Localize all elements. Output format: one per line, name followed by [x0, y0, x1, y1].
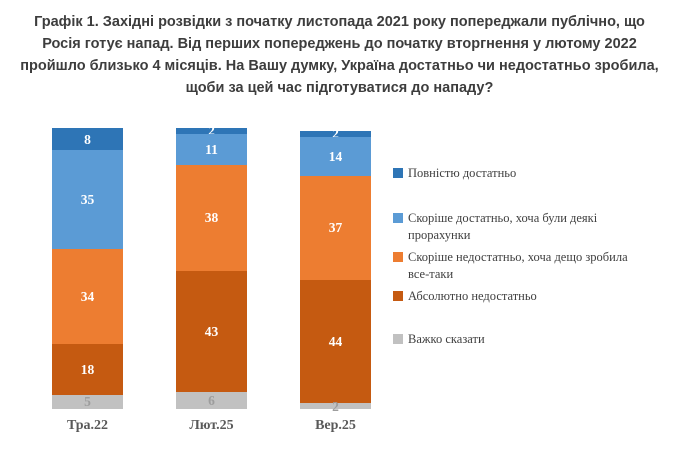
x-axis-label: Вер.25: [315, 418, 356, 433]
legend-label: Абсолютно недостатньо: [408, 289, 537, 303]
bar-segment: 43: [176, 271, 247, 393]
bar-value-label: 37: [328, 220, 343, 236]
bar-value-label: 2: [332, 398, 339, 414]
bar-segment: 37: [300, 175, 371, 280]
bar-segment: 38: [176, 164, 247, 272]
legend-label: Скоріше недостатньо, хоча дещо зробила в…: [408, 250, 628, 281]
legend-label: Важко сказати: [408, 332, 485, 346]
bar-group: 8 35 34 18 5: [52, 127, 123, 410]
chart-title: Графік 1. Західні розвідки з початку лис…: [20, 14, 659, 96]
bar-value-label: 43: [204, 324, 219, 340]
bar-segment: 2: [300, 399, 371, 414]
bar-group: 2 11 38 43 6: [176, 123, 247, 409]
bar-segment: 44: [300, 279, 371, 404]
legend-item: Абсолютно недостатньо: [393, 288, 671, 305]
bar-value-label: 18: [80, 362, 95, 378]
bar-segment: 2: [300, 126, 371, 141]
x-axis-label: Лют.25: [189, 418, 234, 433]
bar-segment: 18: [52, 344, 123, 395]
bar-value-label: 44: [328, 334, 343, 350]
bar-value-label: 2: [208, 123, 215, 139]
bar-value-label: 5: [84, 394, 91, 410]
bar-segment: 2: [176, 123, 247, 138]
legend-label: Повністю достатньо: [408, 166, 517, 180]
bar-value-label: 11: [205, 141, 218, 157]
x-axis-label: Тра.22: [66, 418, 109, 433]
bar-segment: 11: [176, 133, 247, 165]
legend-item: Повністю достатньо: [393, 165, 671, 182]
bar-segment: 5: [52, 394, 123, 410]
bar-value-label: 2: [332, 126, 339, 142]
bar-value-label: 6: [208, 393, 215, 409]
legend-swatch-icon: [393, 213, 403, 223]
legend-item: Скоріше недостатньо, хоча дещо зробила в…: [393, 249, 671, 283]
stacked-bar-chart: 8 35 34 18 5 Тра.22 2 11 38 43 6 Лют.25 2 14 37 44 2 Вер.…: [52, 123, 372, 433]
legend-swatch-icon: [393, 252, 403, 262]
legend-swatch-icon: [393, 291, 403, 301]
bar-segment: 14: [300, 136, 371, 176]
bar-segment: 8: [52, 127, 123, 151]
legend: Повністю достатньо Скоріше достатньо, хоч…: [393, 165, 671, 348]
legend-label: Скоріше достатньо, хоча були деякі прора…: [408, 211, 598, 242]
bar-value-label: 14: [328, 148, 343, 164]
legend-item: Скоріше достатньо, хоча були деякі прора…: [393, 210, 671, 244]
bar-group: 2 14 37 44 2: [300, 126, 371, 414]
bar-segment: 34: [52, 248, 123, 345]
bar-value-label: 8: [84, 131, 91, 147]
bar-segment: 35: [52, 150, 123, 249]
bar-segment: 6: [176, 392, 247, 409]
bar-value-label: 34: [80, 289, 95, 305]
legend-swatch-icon: [393, 334, 403, 344]
legend-swatch-icon: [393, 168, 403, 178]
bar-value-label: 35: [80, 192, 95, 208]
bar-value-label: 38: [204, 210, 219, 226]
legend-item: Важко сказати: [393, 331, 671, 348]
